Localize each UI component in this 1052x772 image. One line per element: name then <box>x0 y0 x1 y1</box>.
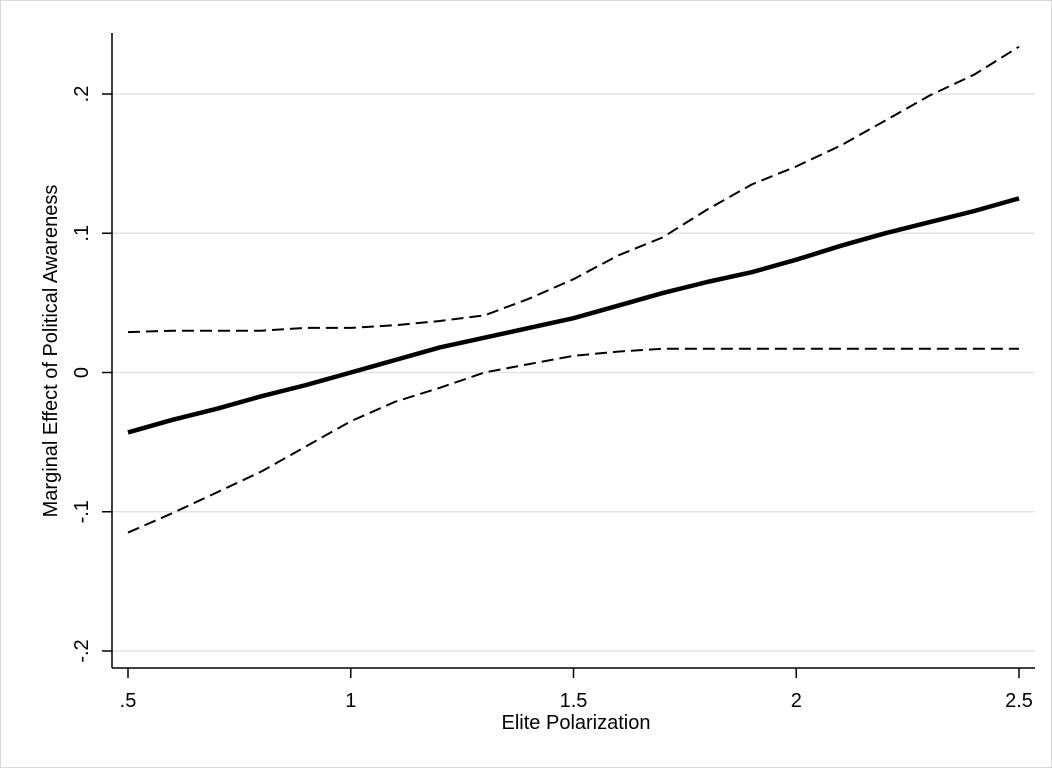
upper-ci-line <box>127 45 1020 334</box>
y-tick-label: -.1 <box>71 500 93 523</box>
x-axis-label: Elite Polarization <box>502 712 651 734</box>
x-tick-label: 2.5 <box>1005 690 1033 712</box>
gridlines <box>112 93 1035 652</box>
y-axis-label: Marginal Effect of Political Awareness <box>40 185 62 518</box>
y-tick-label: 0 <box>71 367 93 378</box>
x-tick-label: .5 <box>120 690 137 712</box>
lower-ci-line <box>127 347 1019 534</box>
axes: -.2 -.1 0 .1 .2 .5 1 1.5 2 2.5 <box>71 33 1035 712</box>
series-lines <box>127 45 1020 534</box>
x-tick-label: 1 <box>345 690 356 712</box>
y-tick-label: -.2 <box>71 639 93 662</box>
y-tick-label: .2 <box>71 86 93 103</box>
y-tick-label: .1 <box>71 225 93 242</box>
marginal-effect-line <box>127 196 1020 435</box>
x-tick-label: 1.5 <box>560 690 588 712</box>
x-tick-label: 2 <box>791 690 802 712</box>
